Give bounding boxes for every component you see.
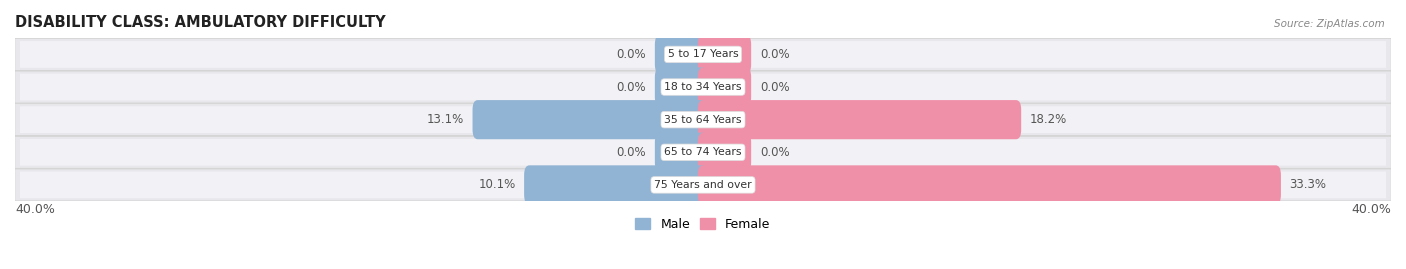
Text: 0.0%: 0.0% — [617, 48, 647, 61]
FancyBboxPatch shape — [15, 104, 1391, 136]
FancyBboxPatch shape — [697, 100, 1021, 139]
Text: 35 to 64 Years: 35 to 64 Years — [664, 115, 742, 125]
Text: Source: ZipAtlas.com: Source: ZipAtlas.com — [1274, 19, 1385, 29]
FancyBboxPatch shape — [697, 68, 751, 107]
Text: 40.0%: 40.0% — [1351, 203, 1391, 216]
Text: 0.0%: 0.0% — [759, 48, 789, 61]
Text: 0.0%: 0.0% — [617, 146, 647, 159]
FancyBboxPatch shape — [15, 136, 1391, 168]
FancyBboxPatch shape — [472, 100, 709, 139]
Text: 65 to 74 Years: 65 to 74 Years — [664, 147, 742, 157]
FancyBboxPatch shape — [15, 169, 1391, 201]
FancyBboxPatch shape — [20, 41, 1386, 68]
FancyBboxPatch shape — [697, 165, 1281, 204]
Text: 0.0%: 0.0% — [617, 80, 647, 94]
Text: 10.1%: 10.1% — [478, 178, 516, 192]
Text: 40.0%: 40.0% — [15, 203, 55, 216]
Text: 33.3%: 33.3% — [1289, 178, 1326, 192]
FancyBboxPatch shape — [697, 133, 751, 172]
FancyBboxPatch shape — [524, 165, 709, 204]
Text: 75 Years and over: 75 Years and over — [654, 180, 752, 190]
Text: DISABILITY CLASS: AMBULATORY DIFFICULTY: DISABILITY CLASS: AMBULATORY DIFFICULTY — [15, 15, 385, 30]
Text: 18.2%: 18.2% — [1029, 113, 1067, 126]
FancyBboxPatch shape — [655, 133, 709, 172]
FancyBboxPatch shape — [15, 38, 1391, 70]
FancyBboxPatch shape — [655, 35, 709, 74]
Text: 5 to 17 Years: 5 to 17 Years — [668, 49, 738, 59]
FancyBboxPatch shape — [20, 172, 1386, 198]
Text: 13.1%: 13.1% — [426, 113, 464, 126]
Legend: Male, Female: Male, Female — [636, 218, 770, 231]
Text: 18 to 34 Years: 18 to 34 Years — [664, 82, 742, 92]
FancyBboxPatch shape — [20, 74, 1386, 100]
FancyBboxPatch shape — [20, 106, 1386, 133]
FancyBboxPatch shape — [697, 35, 751, 74]
FancyBboxPatch shape — [15, 71, 1391, 103]
Text: 0.0%: 0.0% — [759, 146, 789, 159]
Text: 0.0%: 0.0% — [759, 80, 789, 94]
FancyBboxPatch shape — [20, 139, 1386, 166]
FancyBboxPatch shape — [655, 68, 709, 107]
